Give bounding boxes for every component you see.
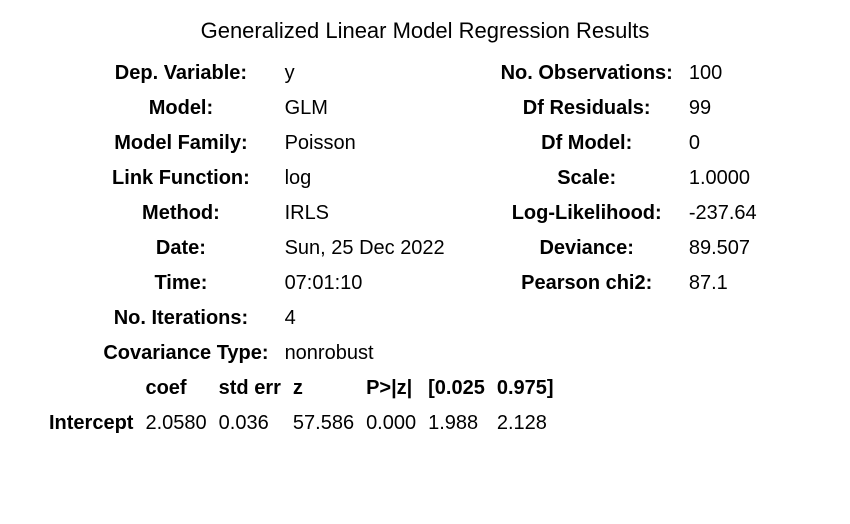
coefficients-table: coef std err z P>|z| [0.025 0.975] Inter… [43, 371, 560, 441]
summary-label: Df Model: [493, 126, 681, 161]
summary-label: Covariance Type: [85, 336, 276, 371]
summary-label: Dep. Variable: [85, 56, 276, 91]
summary-label: No. Observations: [493, 56, 681, 91]
summary-value: 0 [681, 126, 765, 161]
coef-col-3: z [287, 371, 360, 406]
coef-col-2: std err [213, 371, 287, 406]
summary-value: 1.0000 [681, 161, 765, 196]
coef-col-5: [0.025 [422, 371, 491, 406]
summary-label: Scale: [493, 161, 681, 196]
summary-label: Method: [85, 196, 276, 231]
summary-value: IRLS [277, 196, 493, 231]
summary-label: Model: [85, 91, 276, 126]
summary-value: 07:01:10 [277, 266, 493, 301]
coef-cell: 1.988 [422, 406, 491, 441]
summary-value: y [277, 56, 493, 91]
summary-value: 99 [681, 91, 765, 126]
summary-value: nonrobust [277, 336, 493, 371]
summary-label: Date: [85, 231, 276, 266]
summary-value: Poisson [277, 126, 493, 161]
summary-label: Log-Likelihood: [493, 196, 681, 231]
results-title: Generalized Linear Model Regression Resu… [30, 18, 820, 44]
coef-col-1: coef [139, 371, 212, 406]
summary-value: log [277, 161, 493, 196]
summary-label: Model Family: [85, 126, 276, 161]
coef-cell: 2.128 [491, 406, 560, 441]
coef-row-label: Intercept [43, 406, 139, 441]
summary-label: Time: [85, 266, 276, 301]
coef-row: Intercept 2.0580 0.036 57.586 0.000 1.98… [43, 406, 560, 441]
coef-cell: 0.000 [360, 406, 422, 441]
summary-label: Deviance: [493, 231, 681, 266]
summary-label: Link Function: [85, 161, 276, 196]
summary-value: 4 [277, 301, 493, 336]
summary-value: -237.64 [681, 196, 765, 231]
coef-col-4: P>|z| [360, 371, 422, 406]
summary-label: Pearson chi2: [493, 266, 681, 301]
coef-col-0 [43, 371, 139, 406]
coef-cell: 0.036 [213, 406, 287, 441]
coef-cell: 2.0580 [139, 406, 212, 441]
summary-value: 87.1 [681, 266, 765, 301]
summary-value: GLM [277, 91, 493, 126]
summary-label: No. Iterations: [85, 301, 276, 336]
coef-col-6: 0.975] [491, 371, 560, 406]
summary-value: 100 [681, 56, 765, 91]
summary-table: Dep. Variable: y No. Observations: 100 M… [85, 56, 764, 371]
summary-label: Df Residuals: [493, 91, 681, 126]
summary-value: Sun, 25 Dec 2022 [277, 231, 493, 266]
coef-cell: 57.586 [287, 406, 360, 441]
summary-value: 89.507 [681, 231, 765, 266]
